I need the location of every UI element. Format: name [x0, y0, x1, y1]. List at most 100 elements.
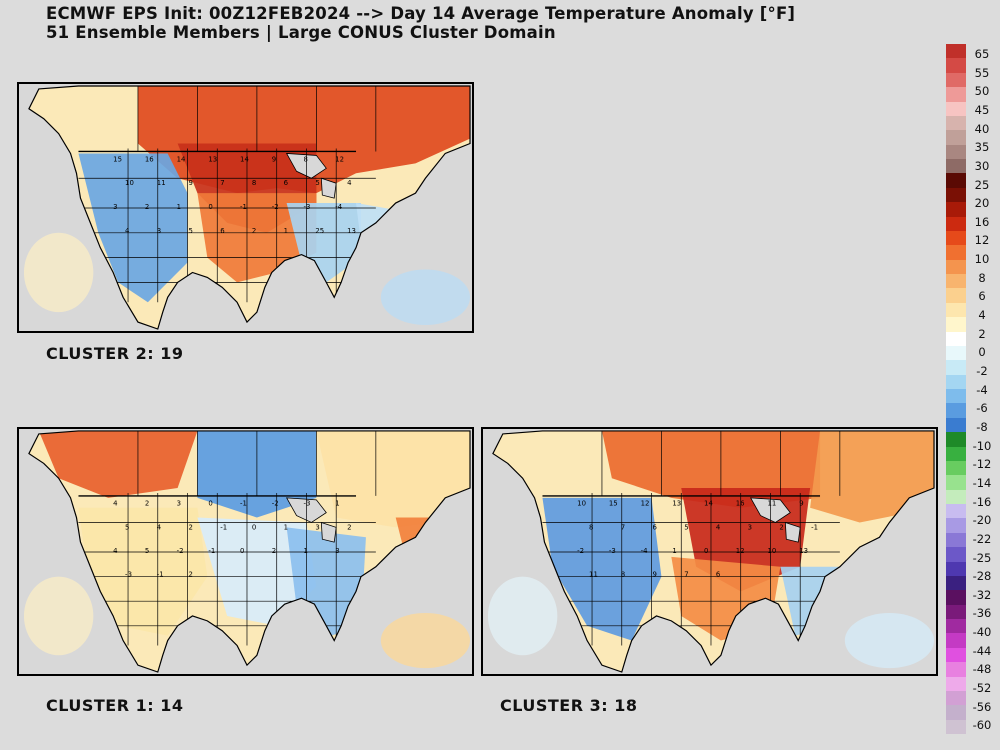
anomaly-value-label: 10: [577, 500, 586, 508]
anomaly-value-label: 9: [189, 179, 193, 187]
color-scale-swatch: [946, 633, 966, 648]
color-scale-tick-label: 35: [974, 140, 990, 155]
color-scale-swatch: [946, 173, 966, 188]
color-scale-swatch: [946, 619, 966, 634]
color-scale-tick-label: -25: [972, 550, 992, 565]
anomaly-value-label: 1: [335, 500, 339, 508]
anomaly-value-label: 2: [779, 523, 783, 531]
color-scale-swatch: [946, 87, 966, 102]
color-scale-tick-label: -36: [972, 606, 992, 621]
anomaly-value-label: -1: [240, 500, 247, 508]
anomaly-value-label: 8: [252, 179, 256, 187]
anomaly-value-label: 4: [113, 500, 117, 508]
color-scale-tick-label: -14: [972, 475, 992, 490]
anomaly-value-label: 13: [799, 547, 808, 555]
coastline: [492, 430, 935, 673]
color-scale-tick-label: -16: [972, 494, 992, 509]
cluster-3-label: CLUSTER 3: 18: [500, 696, 638, 715]
color-scale-bar: [946, 44, 966, 734]
anomaly-value-label: 7: [684, 571, 688, 579]
color-scale-tick-label: -40: [972, 625, 992, 640]
anomaly-value-label: 3: [315, 523, 319, 531]
color-scale-tick-label: -52: [972, 681, 992, 696]
anomaly-value-label: 9: [799, 500, 803, 508]
color-scale-tick-label: -12: [972, 457, 992, 472]
anomaly-value-label: 1: [284, 227, 288, 235]
title-line-1: ECMWF EPS Init: 00Z12FEB2024 --> Day 14 …: [46, 4, 796, 23]
color-scale-tick-label: 30: [974, 158, 990, 173]
ocean-anomaly: [23, 576, 94, 656]
color-scale-swatch: [946, 144, 966, 159]
anomaly-value-label: 3: [748, 523, 752, 531]
anomaly-value-label: -3: [609, 547, 616, 555]
color-scale-swatch: [946, 460, 966, 476]
anomaly-value-label: 13: [347, 227, 356, 235]
color-scale-tick-label: 40: [974, 121, 990, 136]
color-scale-tick-label: 10: [974, 252, 990, 267]
anomaly-value-label: 11: [589, 571, 598, 579]
color-scale-swatch: [946, 274, 966, 289]
color-scale-swatch: [946, 547, 966, 562]
anomaly-value-label: -2: [272, 500, 279, 508]
color-scale-swatch: [946, 561, 966, 576]
ocean-anomaly: [487, 576, 558, 656]
anomaly-value-label: -1: [220, 523, 227, 531]
color-scale-tick-label: -20: [972, 513, 992, 528]
anomaly-value-label: 7: [621, 523, 625, 531]
anomaly-value-label: 2: [272, 547, 276, 555]
color-scale-tick-label: -28: [972, 569, 992, 584]
anomaly-zone: [78, 153, 188, 303]
anomaly-value-label: 5: [315, 179, 319, 187]
color-scale-swatch: [946, 662, 966, 677]
map-panel-cluster-3: 10 15 12 13 14 16 11 9 8 7 6 5 4 3 2 -1 -2 -3 -4 1 0 12 10 13 11…: [481, 427, 938, 676]
anomaly-value-label: 16: [736, 500, 745, 508]
anomaly-value-label: 2: [347, 523, 351, 531]
great-lakes: [749, 497, 801, 543]
color-scale-tick-label: -60: [972, 718, 992, 733]
chart-title: ECMWF EPS Init: 00Z12FEB2024 --> Day 14 …: [46, 4, 795, 42]
anomaly-value-label: 0: [252, 523, 256, 531]
anomaly-value-label: 8: [589, 523, 593, 531]
color-scale-swatch: [946, 432, 966, 447]
anomaly-value-label: 5: [145, 547, 149, 555]
anomaly-value-label: -3: [303, 203, 310, 211]
color-scale-swatch: [946, 360, 966, 375]
color-scale-swatch: [946, 475, 966, 490]
color-scale-swatch: [946, 374, 966, 389]
anomaly-value-label: 5: [684, 523, 688, 531]
color-scale-swatch: [946, 130, 966, 145]
anomaly-value-label: 15: [113, 155, 122, 163]
anomaly-value-label: -1: [240, 203, 247, 211]
anomaly-value-label: -2: [177, 547, 184, 555]
anomaly-value-label: 13: [208, 155, 217, 163]
color-scale-swatch: [946, 518, 966, 533]
color-scale-tick-label: 16: [974, 214, 990, 229]
anomaly-value-label: 1: [177, 203, 181, 211]
anomaly-value-label: 14: [240, 155, 249, 163]
anomaly-value-label: 5: [189, 227, 193, 235]
anomaly-value-label: 8: [303, 155, 307, 163]
color-scale-tick-label: 25: [974, 177, 990, 192]
anomaly-zone: [316, 430, 471, 528]
color-scale-swatch: [946, 403, 966, 418]
anomaly-value-label: 4: [347, 179, 352, 187]
map-panel-cluster-2: 15 16 14 13 14 9 8 12 10 11 9 7 8 6 5 4 3 2 1 0 -1 -2 -3 -4 4 3 5 6…: [17, 82, 474, 333]
color-scale-swatch: [946, 245, 966, 260]
color-scale-tick-label: 0: [978, 345, 986, 360]
anomaly-value-label: 3: [177, 500, 181, 508]
color-scale-swatch: [946, 719, 966, 734]
anomaly-value-label: 3: [335, 547, 339, 555]
ocean-anomaly: [23, 232, 94, 313]
color-scale-swatch: [946, 202, 966, 217]
color-scale-swatch: [946, 417, 966, 433]
color-scale-swatch: [946, 302, 966, 318]
color-scale-tick-label: 8: [978, 270, 986, 285]
anomaly-value-label: -3: [125, 571, 132, 579]
anomaly-value-label: -3: [303, 500, 310, 508]
anomaly-value-label: 12: [641, 500, 650, 508]
coastline: [28, 430, 471, 673]
anomaly-value-label: 9: [272, 155, 276, 163]
anomaly-value-label: -4: [641, 547, 648, 555]
